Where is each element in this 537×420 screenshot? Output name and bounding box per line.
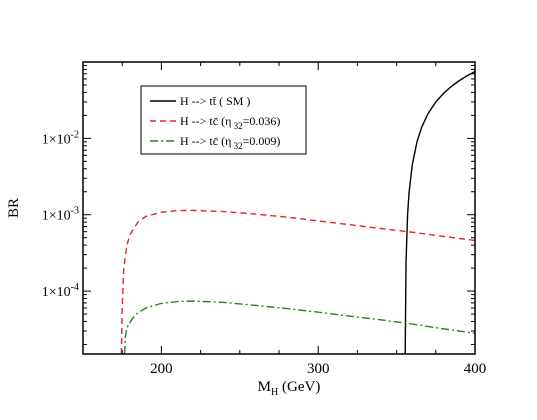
y-tick-label: 1×10-2: [42, 129, 79, 147]
label-layer: 200 300 400 1×10-4 1×10-3 1×10-2 BR MH (GeV): [6, 129, 486, 398]
legend: H --> tt̄ ( SM ) H --> tc̄ (η 32=0.036) H …: [140, 85, 307, 155]
series-line-3: [123, 300, 475, 354]
legend-label-2: H --> tc̄ (η 32=0.036): [180, 114, 280, 131]
legend-label-1: H --> tt̄ ( SM ): [180, 94, 250, 108]
series-layer: [120, 70, 475, 354]
x-tick-label: 200: [150, 361, 173, 377]
legend-label-3: H --> tc̄ (η 32=0.009): [180, 134, 280, 151]
x-tick-label: 400: [464, 361, 487, 377]
series-line-2: [120, 209, 475, 354]
legend-box: [140, 85, 307, 155]
y-tick-label: 1×10-3: [42, 206, 79, 224]
y-axis-title: BR: [6, 198, 22, 218]
x-tick-label: 300: [307, 361, 330, 377]
x-axis-title: MH (GeV): [258, 379, 321, 398]
y-tick-label: 1×10-4: [42, 282, 79, 300]
series-line-1: [404, 70, 475, 354]
tick-layer: [82, 61, 476, 354]
